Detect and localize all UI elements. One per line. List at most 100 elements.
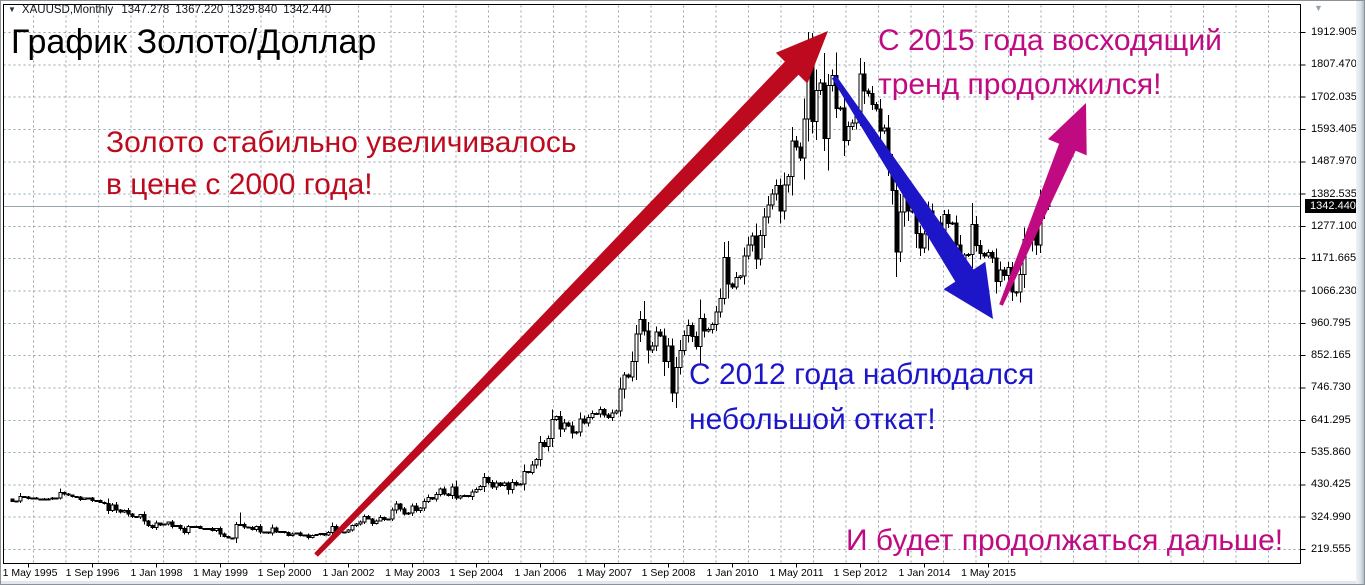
candle-bullish <box>386 518 391 521</box>
candle-bullish <box>378 516 383 522</box>
candle-bearish <box>794 140 799 148</box>
candle-bearish <box>246 526 251 529</box>
candle-bullish <box>42 498 47 501</box>
high-value: 1367.220 <box>175 4 224 16</box>
annotation-line: в цене с 2000 года! <box>106 168 373 201</box>
candle-bullish <box>318 533 323 536</box>
candle-bearish <box>130 513 135 518</box>
candle-bullish <box>410 505 415 514</box>
candle-bullish <box>622 374 627 390</box>
candle-bearish <box>258 526 263 533</box>
date-tick-label: 1 Jan 2014 <box>898 567 951 579</box>
candle-bearish <box>78 496 83 500</box>
candle-bullish <box>882 127 887 132</box>
price-tick-label: 1171.665 <box>1311 252 1357 265</box>
price-tick-label: 1807.470 <box>1311 58 1357 71</box>
candle-bullish <box>554 416 559 420</box>
candle-bullish <box>538 442 543 460</box>
price-tick-label: 1382.535 <box>1311 187 1357 200</box>
candle-bullish <box>786 176 791 186</box>
candle-bearish <box>158 522 163 526</box>
candle-bearish <box>282 530 287 534</box>
candle-bearish <box>430 497 435 500</box>
candle-bullish <box>166 521 171 525</box>
candle-bearish <box>626 374 631 378</box>
candle-bearish <box>594 412 599 415</box>
candle-bearish <box>874 104 879 110</box>
candle-bearish <box>70 494 75 498</box>
candle-bearish <box>398 503 403 510</box>
candle-bullish <box>802 118 807 159</box>
price-tick-label: 1066.230 <box>1311 284 1357 297</box>
candle-bullish <box>970 223 975 256</box>
candle-bullish <box>574 431 579 434</box>
candle-bullish <box>790 140 795 178</box>
chart-shift-marker-icon[interactable]: ▼ <box>1314 3 1323 13</box>
candle-bearish <box>570 425 575 434</box>
candle-bearish <box>946 214 951 225</box>
candle-bearish <box>26 496 31 499</box>
pullback-arrow <box>831 75 993 319</box>
candle-bullish <box>94 499 99 502</box>
open-value: 1347.278 <box>121 4 170 16</box>
candle-bearish <box>662 335 667 363</box>
candle-bullish <box>234 524 239 539</box>
date-tick-label: 1 Sep 1996 <box>65 567 120 579</box>
candle-bearish <box>978 245 983 255</box>
candle-bullish <box>194 525 199 528</box>
candle-bearish <box>298 532 303 536</box>
date-tick-label: 1 May 2007 <box>577 567 632 579</box>
candle-bearish <box>798 146 803 159</box>
candle-bullish <box>394 503 399 511</box>
candle-bullish <box>30 497 35 500</box>
candle-bullish <box>998 269 1003 283</box>
candle-bullish <box>434 494 439 500</box>
candle-bullish <box>350 525 355 531</box>
date-tick-label: 1 Jan 2006 <box>514 567 567 579</box>
annotation-line: тренд продолжился! <box>878 68 1162 101</box>
candle-bullish <box>18 495 23 502</box>
candle-bullish <box>898 211 903 253</box>
candle-bullish <box>686 324 691 336</box>
candle-bearish <box>730 283 735 288</box>
candle-bullish <box>838 107 843 110</box>
candle-bearish <box>566 422 571 427</box>
candle-bullish <box>474 488 479 493</box>
candle-bullish <box>494 482 499 488</box>
candle-bearish <box>982 253 987 257</box>
candle-bearish <box>262 531 267 534</box>
candle-bearish <box>602 408 607 416</box>
candle-bullish <box>630 361 635 378</box>
candle-bullish <box>270 527 275 534</box>
annotation-line: С 2012 года наблюдался <box>689 358 1035 391</box>
candle-bullish <box>654 331 659 347</box>
candle-bullish <box>850 122 855 127</box>
candle-bearish <box>702 317 707 332</box>
candle-bullish <box>818 82 823 91</box>
symbol-menu-icon[interactable]: ▼ <box>8 5 16 14</box>
candle-bullish <box>826 85 831 140</box>
price-tick-label: 324.990 <box>1311 510 1351 523</box>
candle-bullish <box>650 345 655 351</box>
candle-bearish <box>498 482 503 486</box>
candle-bullish <box>462 494 467 497</box>
candle-bearish <box>454 486 459 499</box>
candle-bullish <box>1018 274 1023 293</box>
ohlc-readout: 1347.278 1367.220 1329.840 1342.440 <box>121 4 337 16</box>
candle-bearish <box>466 494 471 498</box>
candle-bullish <box>758 235 763 260</box>
candle-bearish <box>822 82 827 140</box>
price-tick-label: 1912.905 <box>1311 26 1357 38</box>
window-bottom-edge <box>1 581 1356 584</box>
candle-bearish <box>974 223 979 247</box>
candle-bullish <box>858 73 863 114</box>
date-tick-label: 1 May 2011 <box>769 567 824 579</box>
candle-bearish <box>690 324 695 337</box>
candle-bullish <box>710 323 715 330</box>
candle-bullish <box>374 520 379 525</box>
close-value: 1342.440 <box>283 4 332 16</box>
candle-bearish <box>582 418 587 424</box>
candle-bullish <box>738 275 743 279</box>
